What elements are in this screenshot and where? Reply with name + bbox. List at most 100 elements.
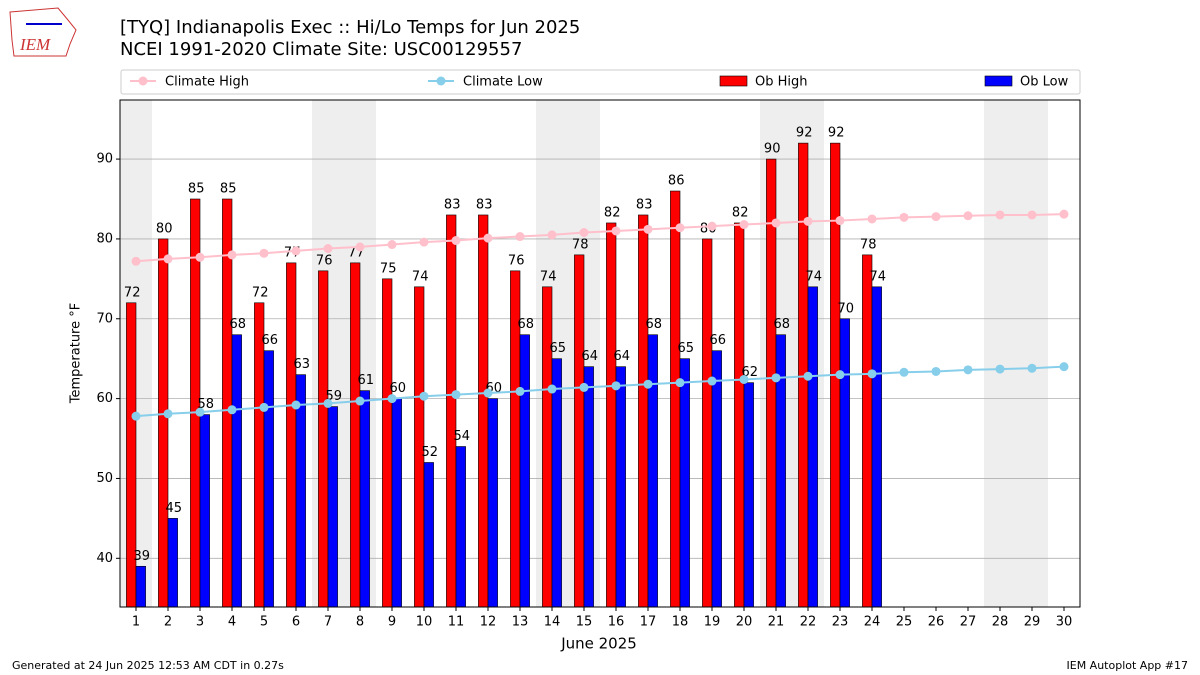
x-tick-label: 28: [992, 615, 1009, 630]
data-label: 92: [796, 126, 813, 141]
line-point: [355, 242, 365, 252]
data-label: 92: [828, 126, 845, 141]
x-tick-label: 30: [1056, 615, 1073, 630]
bar: [350, 262, 361, 608]
data-label: 85: [220, 182, 237, 197]
data-label: 54: [454, 429, 471, 444]
y-tick-label: 70: [96, 311, 113, 326]
y-tick-label: 50: [96, 471, 113, 486]
bar: [679, 358, 690, 608]
line-point: [451, 390, 461, 400]
bar: [295, 374, 306, 608]
x-tick-label: 24: [864, 615, 881, 630]
line-point: [771, 373, 781, 383]
line-point: [803, 216, 813, 226]
data-label: 82: [604, 205, 621, 220]
line-point: [867, 369, 877, 379]
line-point: [707, 376, 717, 386]
data-label: 80: [156, 221, 173, 236]
line-point: [1027, 210, 1037, 220]
data-label: 86: [668, 174, 685, 189]
bar: [318, 270, 329, 608]
line-point: [131, 411, 141, 421]
weekend-band: [1016, 100, 1048, 607]
data-label: 45: [166, 501, 183, 516]
y-tick-label: 40: [96, 551, 113, 566]
data-label: 60: [390, 381, 407, 396]
line-point: [291, 246, 301, 256]
bar: [167, 518, 178, 608]
line-point: [995, 210, 1005, 220]
data-label: 78: [860, 237, 877, 252]
line-point: [643, 224, 653, 234]
data-label: 83: [444, 197, 461, 212]
bar: [286, 262, 297, 608]
data-label: 76: [508, 253, 525, 268]
line-point: [483, 233, 493, 243]
line-point: [195, 252, 205, 262]
x-tick-label: 29: [1024, 615, 1041, 630]
x-tick-label: 16: [608, 615, 625, 630]
data-label: 75: [380, 261, 397, 276]
logo-outline: [9, 7, 77, 57]
data-label: 64: [614, 349, 631, 364]
line-point: [323, 398, 333, 408]
x-tick-label: 9: [388, 615, 396, 630]
line-point: [579, 382, 589, 392]
line-point: [835, 370, 845, 380]
bar: [254, 302, 265, 608]
line-point: [899, 212, 909, 222]
x-tick-label: 17: [640, 615, 657, 630]
bar: [199, 414, 210, 608]
line-point: [931, 212, 941, 222]
bar: [158, 238, 169, 608]
chart-title: [TYQ] Indianapolis Exec :: Hi/Lo Temps f…: [120, 17, 580, 38]
footer-left: Generated at 24 Jun 2025 12:53 AM CDT in…: [12, 659, 284, 672]
line-point: [483, 388, 493, 398]
data-label: 64: [582, 349, 599, 364]
line-point: [1059, 362, 1069, 372]
data-label: 68: [646, 317, 663, 332]
data-label: 90: [764, 142, 781, 157]
bar: [606, 222, 617, 608]
legend-box: [120, 69, 1081, 95]
line-point: [867, 214, 877, 224]
x-tick-label: 14: [544, 615, 561, 630]
line-point: [515, 232, 525, 242]
x-tick-label: 19: [704, 615, 721, 630]
line-point: [739, 220, 749, 230]
bar: [455, 446, 466, 608]
bar: [487, 398, 498, 608]
bar: [551, 358, 562, 608]
bar: [478, 214, 489, 608]
bar: [647, 334, 658, 608]
line-point: [387, 394, 397, 404]
logo-text: IEM: [19, 35, 51, 54]
x-tick-label: 2: [164, 615, 172, 630]
bar: [807, 286, 818, 608]
bar: [871, 286, 882, 608]
line-point: [963, 365, 973, 375]
x-tick-label: 10: [416, 615, 433, 630]
x-tick-label: 27: [960, 615, 977, 630]
x-tick-label: 7: [324, 615, 332, 630]
bar: [446, 214, 457, 608]
bar: [583, 366, 594, 608]
legend-label: Ob Low: [1020, 75, 1069, 90]
bar: [734, 222, 745, 608]
line-point: [259, 248, 269, 258]
bar: [382, 278, 393, 608]
x-tick-label: 5: [260, 615, 268, 630]
line-point: [323, 244, 333, 254]
x-tick-label: 1: [132, 615, 140, 630]
legend-swatch: [984, 75, 1013, 87]
line-point: [195, 407, 205, 417]
line-point: [547, 230, 557, 240]
line-point: [547, 384, 557, 394]
line-point: [995, 364, 1005, 374]
data-label: 74: [806, 269, 823, 284]
bar: [135, 565, 146, 608]
bar: [391, 398, 402, 608]
bar: [638, 214, 649, 608]
